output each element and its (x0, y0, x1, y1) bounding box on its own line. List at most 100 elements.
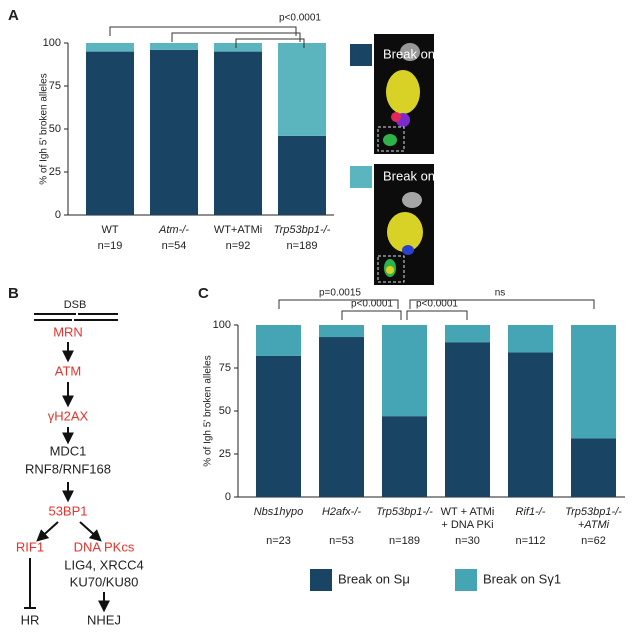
bar-segment (86, 51, 134, 215)
legend-swatch (455, 569, 477, 591)
legend-label: Break on Sμ (338, 571, 410, 586)
x-tick-label: Nbs1hypo (254, 506, 304, 518)
diagram-node: HR (21, 612, 40, 627)
diagram-node: MDC1 (50, 443, 87, 458)
x-tick-label-line: Nbs1hypo (254, 506, 304, 518)
significance-label: p<0.0001 (351, 299, 393, 310)
legend-label: Break on Sγ1 (383, 168, 461, 183)
diagram-node: MRN (53, 324, 83, 339)
y-tick-label: 75 (219, 362, 231, 374)
significance-label: p<0.0001 (279, 13, 321, 24)
significance-bracket (235, 38, 305, 48)
diagram-node: 53BP1 (48, 503, 87, 518)
y-tick-label: 25 (49, 166, 61, 178)
bar-segment (508, 325, 553, 353)
x-tick-label-line: +ATMi (578, 519, 610, 531)
bar-segment (256, 355, 301, 497)
bar-segment (214, 43, 262, 52)
x-tick-label-line: Trp53bp1-/- (376, 506, 433, 518)
significance-label: p=0.0015 (319, 288, 361, 299)
diagram-node: DNA PKcs (74, 539, 135, 554)
n-label: n=30 (455, 535, 480, 547)
micrograph (374, 164, 434, 285)
bar-segment (508, 352, 553, 497)
x-tick-label: Trp53bp1-/-+ATMi (565, 506, 622, 531)
x-tick-label-line: Atm-/- (158, 224, 189, 236)
x-tick-label-line: WT (101, 224, 118, 236)
y-tick-label: 50 (49, 123, 61, 135)
bar-segment (382, 416, 427, 497)
y-tick-label: 0 (225, 491, 231, 503)
legend-swatch (310, 569, 332, 591)
x-tick-label-line: Trp53bp1-/- (274, 224, 331, 236)
x-tick-label: H2afx-/- (322, 506, 361, 518)
x-tick-label-line: H2afx-/- (322, 506, 361, 518)
diagram-node: LIG4, XRCC4 (64, 557, 143, 572)
diagram-node: ATM (55, 363, 81, 378)
panel-label: B (8, 285, 19, 302)
significance-bracket (109, 26, 297, 36)
y-tick-label: 100 (213, 319, 231, 331)
y-axis-label: % of Igh 5' broken alleles (39, 73, 50, 184)
bar-segment (150, 43, 198, 50)
legend-swatch (350, 166, 372, 188)
x-tick-label-line: Rif1-/- (516, 506, 546, 518)
diagram-node: RNF8/RNF168 (25, 461, 111, 476)
y-tick-label: 75 (49, 80, 61, 92)
bar-segment (86, 43, 134, 52)
y-tick-label: 100 (43, 37, 61, 49)
bar-segment (278, 135, 326, 215)
n-label: n=23 (266, 535, 291, 547)
y-tick-label: 0 (55, 209, 61, 221)
bar-segment (445, 342, 490, 497)
bar-segment (278, 43, 326, 136)
bar-segment (150, 49, 198, 215)
bar-segment (571, 325, 616, 439)
y-tick-label: 25 (219, 448, 231, 460)
bar-segment (319, 337, 364, 497)
x-tick-label: Trp53bp1-/- (376, 506, 433, 518)
n-label: n=62 (581, 535, 606, 547)
significance-label: ns (495, 288, 506, 299)
panel-label: A (8, 7, 19, 24)
diagram-node: NHEJ (87, 612, 121, 627)
n-label: n=54 (162, 240, 187, 252)
n-label: n=19 (98, 240, 123, 252)
bar-segment (382, 325, 427, 417)
x-tick-label-line: Trp53bp1-/- (565, 506, 622, 518)
significance-bracket (409, 299, 595, 309)
bar-segment (445, 325, 490, 343)
significance-bracket (341, 310, 402, 320)
n-label: n=189 (389, 535, 420, 547)
x-tick-label: Rif1-/- (516, 506, 546, 518)
significance-label: p<0.0001 (416, 299, 458, 310)
bar-segment (256, 325, 301, 356)
panel-label: C (198, 285, 209, 302)
x-tick-label: Trp53bp1-/- (274, 224, 331, 236)
micrograph (374, 34, 434, 154)
bar-segment (214, 51, 262, 215)
x-tick-label-line: + DNA PKi (441, 519, 493, 531)
x-tick-label: Atm-/- (158, 224, 189, 236)
n-label: n=189 (287, 240, 318, 252)
x-tick-label-line: WT+ATMi (214, 224, 262, 236)
y-tick-label: 50 (219, 405, 231, 417)
diagram-node: γH2AX (48, 408, 89, 423)
x-tick-label: WT + ATMi + DNA PKi (441, 506, 495, 531)
legend-label: Break on Sγ1 (483, 571, 561, 586)
significance-bracket (278, 299, 399, 309)
significance-bracket (171, 32, 301, 42)
diagram-node: RIF1 (16, 539, 44, 554)
x-tick-label-line: WT + ATMi (441, 506, 495, 518)
x-tick-label: WT+ATMi (214, 224, 262, 236)
bar-segment (571, 438, 616, 497)
legend-label: Break on Sμ (383, 46, 455, 61)
x-tick-label: WT (101, 224, 118, 236)
n-label: n=112 (515, 535, 545, 547)
legend-swatch (350, 44, 372, 66)
diagram-shapes (24, 313, 118, 613)
diagram-node: DSB (64, 299, 87, 311)
significance-bracket (406, 310, 468, 320)
